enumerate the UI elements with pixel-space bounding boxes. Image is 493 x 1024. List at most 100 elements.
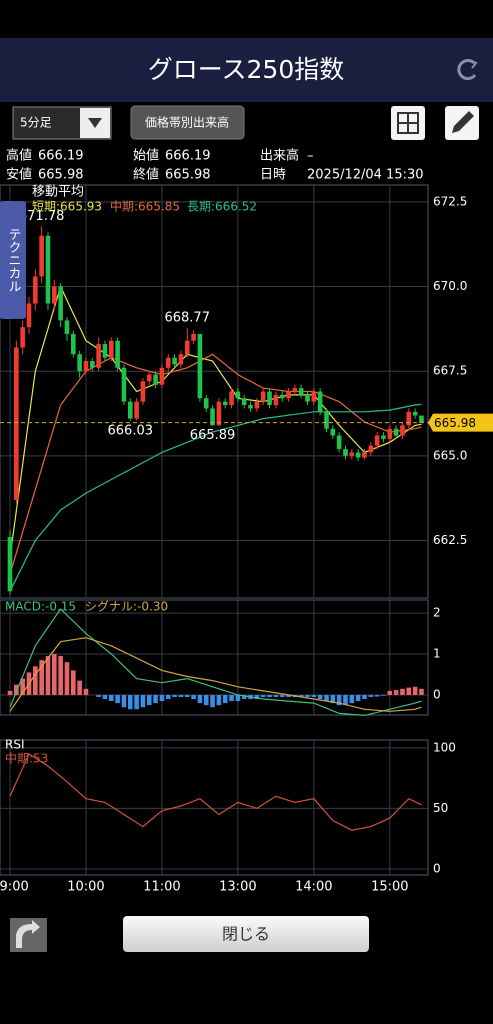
candle-body	[172, 357, 177, 365]
x-tick-label: 11:00	[143, 880, 180, 895]
panel-title: RSI	[5, 738, 25, 752]
info-label: 始値	[133, 148, 159, 164]
back-icon[interactable]	[10, 918, 47, 952]
candle-body	[33, 276, 38, 304]
macd-bar	[45, 656, 51, 695]
refresh-button[interactable]	[457, 59, 478, 80]
macd-bar	[311, 694, 317, 697]
candle-body	[7, 537, 13, 592]
y-tick-label: 670.0	[433, 279, 467, 293]
indicator-line	[9, 353, 422, 575]
panel-frame	[0, 184, 429, 599]
macd-bar	[406, 687, 412, 695]
macd-bar	[235, 694, 241, 702]
candle-body	[419, 415, 424, 423]
macd-bar	[241, 694, 247, 700]
candle-body	[184, 340, 190, 355]
candle-body	[317, 391, 323, 412]
macd-bar	[330, 694, 336, 704]
candle-body	[77, 354, 82, 372]
info-panel: 高値 666.19 始値 666.19 出来高 – 安値 665.98 終値 665.98 日時 20…	[6, 148, 424, 183]
info-value: 2025/12/04 15:30	[307, 168, 424, 183]
candle-body	[222, 401, 228, 406]
candle-body	[146, 374, 152, 382]
macd-bar	[216, 694, 222, 706]
interval-dropdown[interactable]	[12, 106, 112, 140]
y-tick-label: 1	[433, 647, 441, 661]
candle-body	[134, 401, 139, 419]
macd-bar	[336, 694, 342, 706]
macd-bar	[178, 694, 184, 697]
macd-bar	[7, 690, 13, 695]
macd-bar	[286, 694, 291, 697]
macd-bar	[229, 694, 234, 702]
macd-bar	[77, 680, 82, 695]
header-bar	[0, 38, 493, 102]
candle-body	[140, 381, 146, 402]
indicator-line	[9, 637, 422, 712]
interval-label: 5分足	[20, 116, 52, 130]
macd-bar	[222, 694, 228, 704]
technical-tab[interactable]	[0, 201, 26, 319]
info-label: 日時	[260, 168, 286, 183]
panel-frame	[0, 599, 429, 716]
macd-bar	[165, 694, 171, 700]
macd-bar	[343, 694, 348, 706]
candle-body	[26, 303, 32, 328]
macd-bar	[184, 694, 190, 697]
legend-entry: シグナル:-0.30	[85, 600, 168, 614]
layout-button[interactable]	[391, 106, 425, 140]
y-tick-label: 672.5	[433, 194, 467, 208]
macd-bar	[153, 694, 158, 704]
y-tick-label: 665.0	[433, 448, 467, 462]
macd-bar	[39, 660, 44, 695]
candle-body	[362, 452, 367, 458]
candle-body	[159, 367, 165, 385]
indicator-line	[9, 753, 422, 831]
candle-body	[343, 449, 348, 456]
candle-body	[400, 425, 405, 436]
macd-bar	[267, 694, 272, 697]
panel-frame	[0, 739, 429, 876]
macd-bar	[20, 678, 25, 695]
technical-tab-label: テクニカル	[6, 228, 21, 293]
candle-body	[267, 391, 272, 406]
macd-bar	[298, 694, 304, 697]
candle-body	[381, 435, 386, 439]
macd-bar	[14, 684, 19, 695]
candle-body	[14, 347, 19, 500]
candle-body	[102, 344, 108, 358]
info-value: 665.98	[38, 168, 84, 183]
legend-entry: 中期:665.85	[110, 199, 180, 214]
candle-body	[292, 388, 298, 392]
x-tick-label: 13:00	[219, 880, 256, 895]
candle-body	[115, 340, 120, 368]
macd-bar	[305, 694, 310, 697]
candle-body	[58, 286, 63, 321]
indicator-line	[9, 284, 422, 558]
current-price-label: 665.98	[434, 416, 476, 430]
y-tick-label: 662.5	[433, 533, 467, 547]
y-tick-label: 0	[433, 861, 441, 875]
macd-bar	[203, 694, 209, 706]
volume-profile-button[interactable]	[130, 105, 245, 140]
candle-body	[336, 435, 342, 450]
macd-bar	[317, 694, 323, 700]
info-label: 安値	[6, 167, 32, 183]
candle-body	[260, 391, 266, 402]
candle-body	[330, 428, 336, 436]
legend-title: 移動平均	[32, 185, 84, 200]
macd-bar	[33, 666, 38, 695]
price-annotation: 666.03	[108, 423, 154, 438]
info-value: 666.19	[38, 149, 84, 164]
macd-bar	[279, 694, 285, 697]
candle-body	[191, 333, 196, 341]
draw-button[interactable]	[445, 106, 479, 140]
candle-body	[197, 333, 203, 399]
macd-bar	[140, 694, 146, 708]
candle-body	[305, 394, 310, 402]
close-button[interactable]	[123, 916, 369, 952]
candle-body	[71, 333, 76, 355]
candle-body	[229, 391, 234, 406]
